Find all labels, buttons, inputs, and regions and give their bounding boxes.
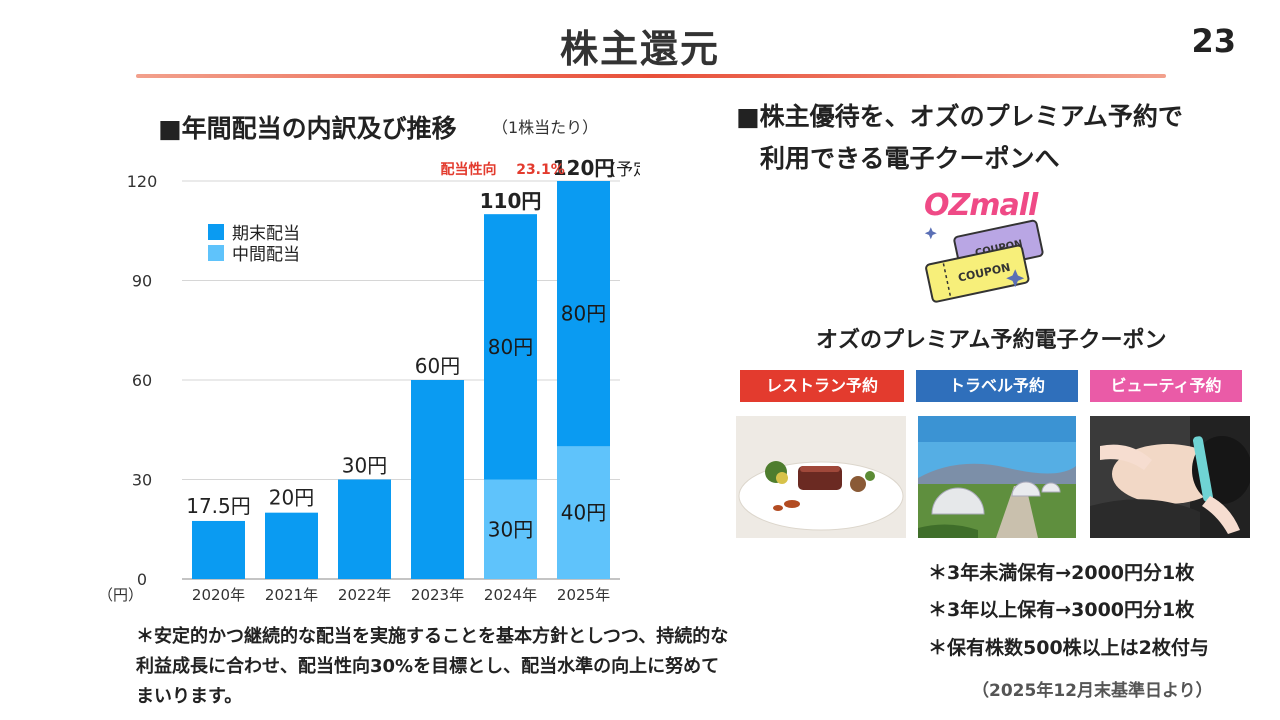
legend-label: 中間配当 [232, 245, 300, 265]
per-share-note: （1株当たり） [492, 118, 599, 137]
segment-label-final: 80円 [561, 302, 606, 326]
segment-label-interim: 40円 [561, 501, 606, 525]
base-date-note: （2025年12月末基準日より） [972, 681, 1213, 701]
beauty-photo [1090, 416, 1250, 538]
x-tick-label: 2021年 [265, 586, 318, 604]
benefit-heading-line-2: 利用できる電子クーポンへ [760, 144, 1060, 173]
dividend-section-heading: ■年間配当の内訳及び推移 [158, 114, 457, 143]
page-number: 23 [1191, 22, 1236, 60]
coupon-ticket-icon: COUPON COUPON [924, 219, 1044, 303]
travel-photo [918, 416, 1076, 538]
benefit-heading-line-1: ■株主優待を、オズのプレミアム予約で [736, 102, 1183, 131]
legend-swatch [208, 224, 224, 240]
title-divider [136, 74, 1166, 78]
y-axis-unit: （円） [98, 586, 144, 604]
bar-total-label: 20円 [269, 486, 314, 510]
payout-ratio-label: 配当性向 [441, 161, 497, 178]
bar-interim-dividend [484, 479, 537, 579]
dividend-chart: 0 30 60 90 120 2020年 17.5円 2021年 20円 2022年 30円 202… [127, 156, 641, 604]
bar-final-dividend [484, 214, 537, 480]
bar-final-dividend [411, 380, 464, 579]
bar-final-dividend [192, 520, 245, 579]
condition-3-years-or-more: ＊3年以上保有→3000円分1枚 [928, 599, 1195, 621]
bar-final-dividend [265, 512, 318, 579]
slide-title: 株主還元 [559, 27, 720, 71]
y-tick-label: 60 [132, 371, 152, 390]
y-tick-label: 0 [137, 570, 147, 589]
bar-total-label: 110円 [480, 189, 542, 213]
condition-under-3-years: ＊3年未満保有→2000円分1枚 [928, 562, 1195, 584]
legend-swatch [208, 245, 224, 261]
x-tick-label: 2023年 [411, 586, 464, 604]
dividend-policy-note: ＊安定的かつ継続的な配当を実施することを基本方針としつつ、持続的な利益成長に合わ… [136, 626, 729, 707]
bar-total-label: 17.5円 [186, 494, 251, 518]
forecast-suffix: (予定) [610, 160, 641, 180]
bar-total-label: 60円 [415, 354, 460, 378]
x-tick-label: 2024年 [484, 586, 537, 604]
benefit-section-heading: ■株主優待を、オズのプレミアム予約で 利用できる電子クーポンへ [736, 96, 1183, 180]
bar-total-label: 30円 [342, 454, 387, 478]
bar-final-dividend [557, 181, 610, 447]
restaurant-photo [736, 416, 906, 538]
x-tick-label: 2020年 [192, 586, 245, 604]
condition-500-shares: ＊保有株数500株以上は2枚付与 [928, 637, 1209, 659]
y-tick-label: 90 [132, 272, 152, 291]
restaurant-reservation-label: レストラン予約 [740, 370, 904, 402]
ozmall-logo: OZmall [924, 188, 1038, 223]
bar-final-dividend [338, 479, 391, 579]
segment-label-interim: 30円 [488, 517, 533, 541]
travel-reservation-label: トラベル予約 [916, 370, 1078, 402]
beauty-reservation-label: ビューティ予約 [1090, 370, 1242, 402]
payout-ratio-value: 23.1% [516, 162, 565, 178]
bar-interim-dividend [557, 446, 610, 579]
segment-label-final: 80円 [488, 335, 533, 359]
legend-label: 期末配当 [232, 224, 300, 244]
coupon-title: オズのプレミアム予約電子クーポン [816, 328, 1167, 353]
y-tick-label: 120 [127, 172, 158, 191]
x-tick-label: 2022年 [338, 586, 391, 604]
y-tick-label: 30 [132, 471, 152, 490]
x-tick-label: 2025年 [557, 586, 610, 604]
bar-total-label: 120円 [553, 156, 615, 180]
